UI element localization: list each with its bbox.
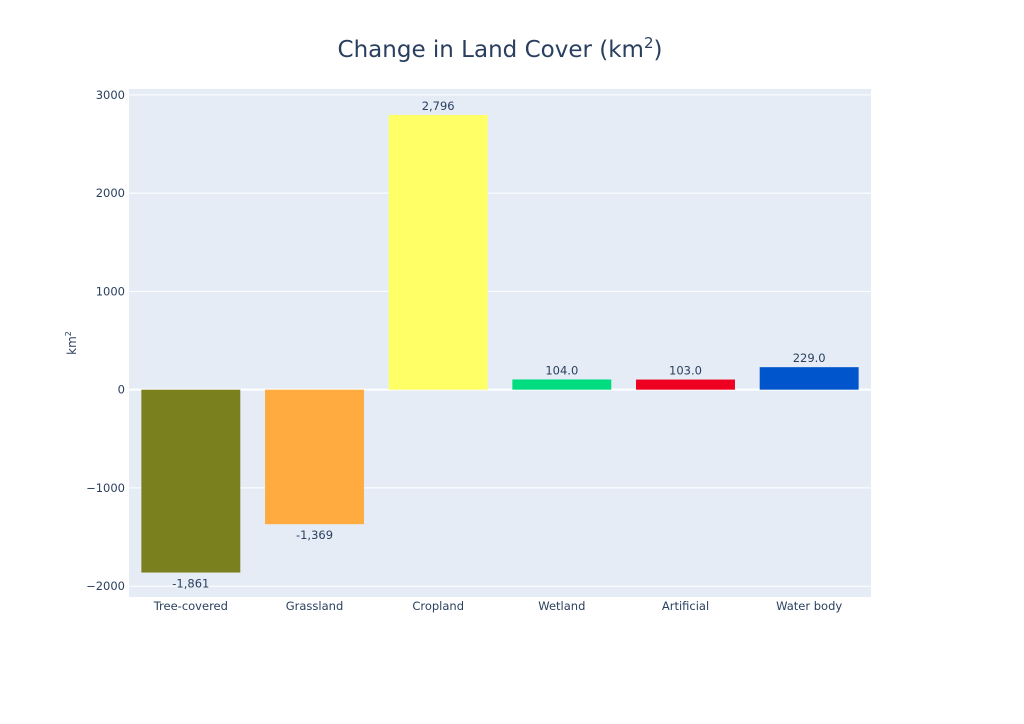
- y-tick-label: −1000: [86, 481, 125, 495]
- gridlines: [129, 94, 871, 587]
- y-tick-label: 0: [118, 383, 125, 397]
- x-tick-label: Artificial: [662, 599, 709, 613]
- bar-tree-covered: [141, 389, 241, 573]
- x-tick-label: Cropland: [412, 599, 464, 613]
- bar-artificial: [636, 379, 735, 390]
- chart-title: Change in Land Cover (km2): [338, 34, 663, 63]
- bar-value-label: -1,369: [296, 528, 333, 542]
- bar-value-label: 104.0: [545, 363, 578, 377]
- y-tick-label: −2000: [86, 579, 125, 593]
- y-tick-label: 3000: [96, 88, 125, 102]
- bar-value-label: -1,861: [172, 577, 209, 591]
- bars: [141, 114, 859, 573]
- y-tick-label: 2000: [96, 186, 125, 200]
- x-tick-label: Wetland: [538, 599, 585, 613]
- bar-value-label: 103.0: [669, 364, 702, 378]
- bar-value-label: 2,796: [422, 99, 455, 113]
- x-tick-label: Tree-covered: [153, 599, 228, 613]
- x-tick-label: Grassland: [286, 599, 344, 613]
- bar-wetland: [512, 379, 612, 390]
- plot-background: [129, 89, 871, 597]
- y-axis-title: km2: [64, 331, 79, 355]
- y-axis-ticks: −2000 −1000 0 1000 2000 3000: [86, 88, 125, 593]
- y-tick-label: 1000: [96, 284, 125, 298]
- bar-labels: -1,861 -1,369 2,796 104.0 103.0 229.0: [172, 99, 825, 591]
- bar-cropland: [388, 114, 488, 390]
- x-axis-ticks: Tree-covered Grassland Cropland Wetland Arti…: [153, 599, 843, 613]
- bar-water-body: [759, 367, 859, 390]
- bar-grassland: [265, 389, 364, 525]
- x-tick-label: Water body: [776, 599, 842, 613]
- bar-value-label: 229.0: [793, 351, 826, 365]
